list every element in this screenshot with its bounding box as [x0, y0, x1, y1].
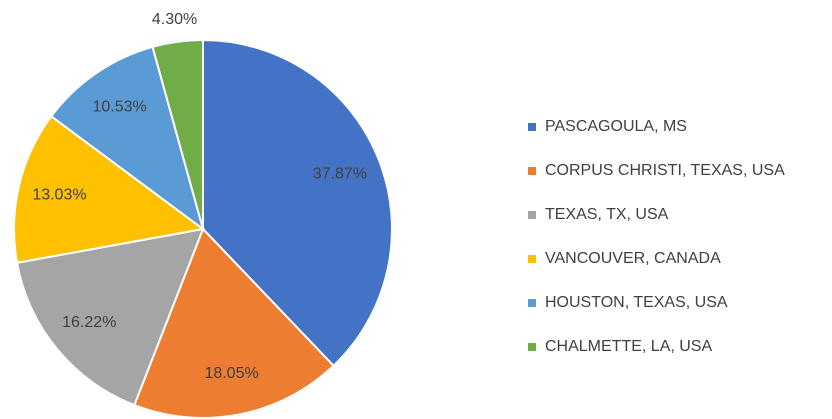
data-label: 13.03%: [32, 187, 86, 204]
legend-label: HOUSTON, TEXAS, USA: [545, 294, 728, 311]
pie-slice: [133, 227, 335, 419]
data-label: 37.87%: [313, 165, 367, 182]
pie-slice: [202, 38, 393, 368]
legend-label: PASCAGOULA, MS: [545, 118, 687, 135]
pie-slice: [15, 227, 205, 407]
legend-marker: [528, 167, 536, 175]
legend-label: VANCOUVER, CANADA: [545, 250, 721, 267]
data-label: 10.53%: [93, 99, 147, 116]
legend-marker: [528, 343, 536, 351]
data-label: 4.30%: [152, 11, 197, 28]
pie-slice: [151, 38, 204, 230]
legend-marker: [528, 211, 536, 219]
legend-label: CHALMETTE, LA, USA: [545, 338, 712, 355]
data-label: 16.22%: [62, 314, 116, 331]
legend-label: TEXAS, TX, USA: [545, 206, 669, 223]
legend-marker: [528, 255, 536, 263]
legend-marker: [528, 299, 536, 307]
pie-slice: [13, 114, 206, 264]
data-label: 18.05%: [204, 365, 258, 382]
legend-label: CORPUS CHRISTI, TEXAS, USA: [545, 162, 785, 179]
legend-marker: [528, 123, 536, 131]
